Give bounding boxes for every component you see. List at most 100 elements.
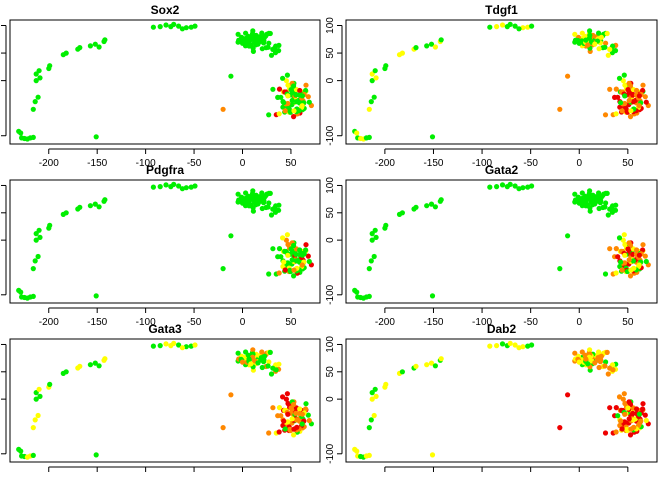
data-point [36, 227, 42, 233]
data-point [625, 87, 631, 93]
data-point [87, 203, 93, 209]
data-point [246, 197, 252, 203]
data-point [354, 448, 360, 454]
data-point [278, 413, 284, 419]
data-point [18, 289, 24, 295]
data-point [77, 204, 83, 210]
x-tick-label: -100 [472, 158, 492, 169]
data-point [157, 343, 163, 349]
panel-gata3: Gata3 [1, 322, 321, 472]
data-point [246, 356, 252, 362]
data-point [613, 86, 619, 92]
data-point [605, 371, 611, 377]
data-point [47, 381, 53, 387]
data-point [37, 393, 43, 399]
data-point [276, 270, 282, 276]
data-point [596, 30, 602, 36]
data-point [579, 349, 585, 355]
data-point [602, 204, 608, 210]
data-point [602, 430, 609, 436]
data-point [93, 452, 99, 458]
data-point [278, 254, 284, 260]
plot-frame [345, 179, 658, 304]
panel-title: Dab2 [487, 322, 517, 336]
data-point [494, 343, 500, 349]
data-point [625, 405, 631, 411]
data-point [291, 114, 297, 120]
data-point [280, 394, 286, 400]
data-point [642, 412, 648, 418]
data-point [602, 363, 608, 369]
data-point [579, 30, 585, 36]
data-point [438, 197, 444, 203]
data-point [630, 258, 637, 264]
data-point [270, 405, 276, 411]
data-point [255, 360, 261, 366]
data-point [235, 350, 241, 356]
data-point [305, 253, 311, 259]
data-point [30, 452, 36, 458]
data-point [366, 293, 372, 299]
data-point [293, 410, 299, 416]
data-point [291, 426, 297, 432]
data-point [250, 188, 256, 194]
x-tick-label: -150 [87, 158, 107, 169]
data-point [63, 50, 69, 56]
data-point [276, 86, 283, 92]
data-point [299, 252, 305, 258]
data-point [626, 97, 632, 104]
data-point [276, 405, 283, 411]
data-point [525, 24, 531, 30]
data-point [525, 343, 531, 349]
data-point [306, 417, 312, 424]
data-point [630, 99, 637, 105]
data-point [613, 246, 619, 252]
data-point [438, 37, 444, 43]
data-point [171, 340, 177, 346]
data-point [640, 242, 646, 248]
data-point [270, 206, 276, 212]
data-point [627, 273, 634, 279]
data-point [428, 41, 435, 47]
data-point [259, 205, 265, 212]
data-point [383, 63, 389, 69]
data-point [604, 30, 610, 37]
y-tick-label: -100 [325, 125, 336, 145]
panel-gata2: Gata2 -200 -150 -100 -50 0 50 100 50 0 -100 [325, 163, 658, 328]
data-point [268, 371, 275, 377]
data-point [282, 426, 288, 432]
data-point [259, 46, 265, 52]
data-point [620, 237, 626, 243]
data-point [281, 100, 287, 106]
data-point [35, 94, 41, 100]
data-point [366, 134, 372, 140]
data-point [634, 247, 640, 253]
plot-frame [9, 19, 321, 145]
x-tick-label: -50 [187, 317, 202, 328]
data-point [516, 186, 522, 192]
data-point [507, 21, 513, 27]
x-tick-label: -50 [523, 317, 538, 328]
data-point [525, 184, 531, 190]
data-point [33, 237, 39, 243]
data-point [604, 349, 610, 355]
data-point [596, 349, 602, 355]
data-point [291, 273, 297, 279]
data-point [63, 369, 69, 375]
data-point [643, 417, 649, 424]
data-point [176, 183, 182, 189]
data-point [282, 267, 288, 273]
data-point [246, 37, 252, 43]
data-point [622, 411, 628, 417]
data-point [305, 94, 311, 100]
data-point [303, 82, 309, 88]
data-point [183, 25, 189, 31]
data-point [303, 87, 309, 94]
x-tick-label: 50 [285, 317, 297, 328]
data-point [266, 430, 272, 436]
data-point [565, 392, 571, 398]
data-point [293, 99, 300, 105]
data-point [293, 251, 299, 257]
data-point [634, 87, 640, 94]
data-point [248, 42, 254, 48]
